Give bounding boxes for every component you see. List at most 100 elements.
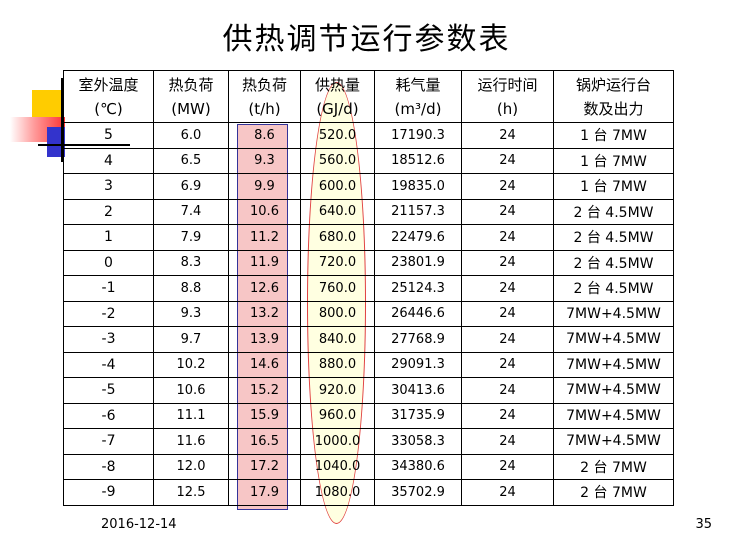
- table-cell: 1040.0: [300, 453, 375, 480]
- table-cell: 27768.9: [374, 326, 462, 353]
- column-header: 耗气量 (m³/d): [374, 70, 462, 123]
- column-header-line: 数及出力: [583, 99, 644, 118]
- table-cell: 7MW+4.5MW: [553, 402, 674, 429]
- column-header-line: 热负荷: [241, 75, 287, 94]
- footer-date: 2016-12-14: [101, 517, 177, 532]
- table-cell: 680.0: [300, 224, 375, 251]
- table-cell: 16.5: [228, 428, 301, 455]
- table-cell: 24: [461, 122, 554, 149]
- column-header-line: (h): [496, 99, 519, 118]
- table-cell: 6.0: [153, 122, 229, 149]
- table-cell: 2: [63, 198, 154, 225]
- table-cell: 12.0: [153, 453, 229, 480]
- table-cell: 2 台 7MW: [553, 479, 674, 506]
- table-cell: 18512.6: [374, 147, 462, 174]
- column-header-line: 室外温度: [78, 75, 139, 94]
- table-row: 3 6.9 9.9 600.0 19835.0 24 1 台 7MW: [63, 173, 674, 200]
- table-cell: -2: [63, 300, 154, 327]
- table-cell: 24: [461, 173, 554, 200]
- table-cell: 5: [63, 122, 154, 149]
- decorative-blue-square: [47, 127, 65, 157]
- table-cell: 3: [63, 173, 154, 200]
- table-cell: 4: [63, 147, 154, 174]
- table-cell: 2 台 7MW: [553, 453, 674, 480]
- table-cell: 24: [461, 224, 554, 251]
- table-cell: 7MW+4.5MW: [553, 351, 674, 378]
- table-cell: 24: [461, 428, 554, 455]
- table-cell: 8.8: [153, 275, 229, 302]
- table-cell: 29091.3: [374, 351, 462, 378]
- table-cell: 10.6: [153, 377, 229, 404]
- table-cell: 6.9: [153, 173, 229, 200]
- table-cell: 24: [461, 377, 554, 404]
- table-cell: 2 台 4.5MW: [553, 275, 674, 302]
- table-cell: 23801.9: [374, 249, 462, 276]
- column-header: 供热量 (GJ/d): [300, 70, 375, 123]
- page-title: 供热调节运行参数表: [222, 22, 511, 57]
- table-row: -1 8.8 12.6 760.0 25124.3 24 2 台 4.5MW: [63, 275, 674, 302]
- table-cell: 9.3: [228, 147, 301, 174]
- table-row: 5 6.0 8.6 520.0 17190.3 24 1 台 7MW: [63, 122, 674, 149]
- column-header-line: 耗气量: [395, 75, 441, 94]
- table-cell: 1 台 7MW: [553, 122, 674, 149]
- table-row: -3 9.7 13.9 840.0 27768.9 24 7MW+4.5MW: [63, 326, 674, 353]
- table-cell: 7MW+4.5MW: [553, 300, 674, 327]
- column-header: 热负荷 (t/h): [228, 70, 301, 123]
- table-cell: 17.2: [228, 453, 301, 480]
- table-cell: 24: [461, 300, 554, 327]
- heating-parameter-table: 室外温度 (℃) 热负荷 (MW) 热负荷 (t/h) 供热量 (GJ/d) 耗气量 (m³/d)…: [63, 70, 674, 506]
- table-cell: 24: [461, 147, 554, 174]
- page-number: 35: [695, 517, 712, 532]
- table-cell: 11.2: [228, 224, 301, 251]
- table-cell: 14.6: [228, 351, 301, 378]
- column-header-line: (m³/d): [394, 99, 442, 118]
- table-cell: 24: [461, 275, 554, 302]
- table-cell: 24: [461, 402, 554, 429]
- table-cell: -6: [63, 402, 154, 429]
- column-header: 锅炉运行台 数及出力: [553, 70, 674, 123]
- table-cell: 33058.3: [374, 428, 462, 455]
- table-cell: 520.0: [300, 122, 375, 149]
- table-cell: 17.9: [228, 479, 301, 506]
- column-header-line: (t/h): [248, 99, 281, 118]
- table-cell: 11.6: [153, 428, 229, 455]
- decorative-vertical-line: [61, 78, 63, 162]
- table-cell: 13.9: [228, 326, 301, 353]
- table-cell: 24: [461, 249, 554, 276]
- table-cell: 34380.6: [374, 453, 462, 480]
- table-cell: 17190.3: [374, 122, 462, 149]
- table-cell: 8.6: [228, 122, 301, 149]
- table-cell: 8.3: [153, 249, 229, 276]
- table-cell: 7.4: [153, 198, 229, 225]
- column-header-line: 供热量: [314, 75, 360, 94]
- table-cell: -8: [63, 453, 154, 480]
- table-cell: 1000.0: [300, 428, 375, 455]
- table-cell: 24: [461, 198, 554, 225]
- table-cell: 560.0: [300, 147, 375, 174]
- column-header: 室外温度 (℃): [63, 70, 154, 123]
- table-cell: -4: [63, 351, 154, 378]
- table-cell: 30413.6: [374, 377, 462, 404]
- column-header-line: (℃): [94, 99, 123, 118]
- table-cell: 19835.0: [374, 173, 462, 200]
- table-cell: 13.2: [228, 300, 301, 327]
- table-cell: 840.0: [300, 326, 375, 353]
- table-cell: -7: [63, 428, 154, 455]
- table-cell: 1080.0: [300, 479, 375, 506]
- table-cell: 11.9: [228, 249, 301, 276]
- column-header-line: (MW): [171, 99, 211, 118]
- table-cell: 800.0: [300, 300, 375, 327]
- table-cell: 31735.9: [374, 402, 462, 429]
- table-cell: 9.9: [228, 173, 301, 200]
- table-cell: 7.9: [153, 224, 229, 251]
- table-cell: 920.0: [300, 377, 375, 404]
- column-header-line: 热负荷: [168, 75, 214, 94]
- table-cell: 2 台 4.5MW: [553, 249, 674, 276]
- column-header-line: 锅炉运行台: [575, 75, 651, 94]
- table-cell: 6.5: [153, 147, 229, 174]
- table-row: -4 10.2 14.6 880.0 29091.3 24 7MW+4.5MW: [63, 351, 674, 378]
- table-cell: 7MW+4.5MW: [553, 326, 674, 353]
- column-header: 热负荷 (MW): [153, 70, 229, 123]
- table-cell: -5: [63, 377, 154, 404]
- table-cell: 12.5: [153, 479, 229, 506]
